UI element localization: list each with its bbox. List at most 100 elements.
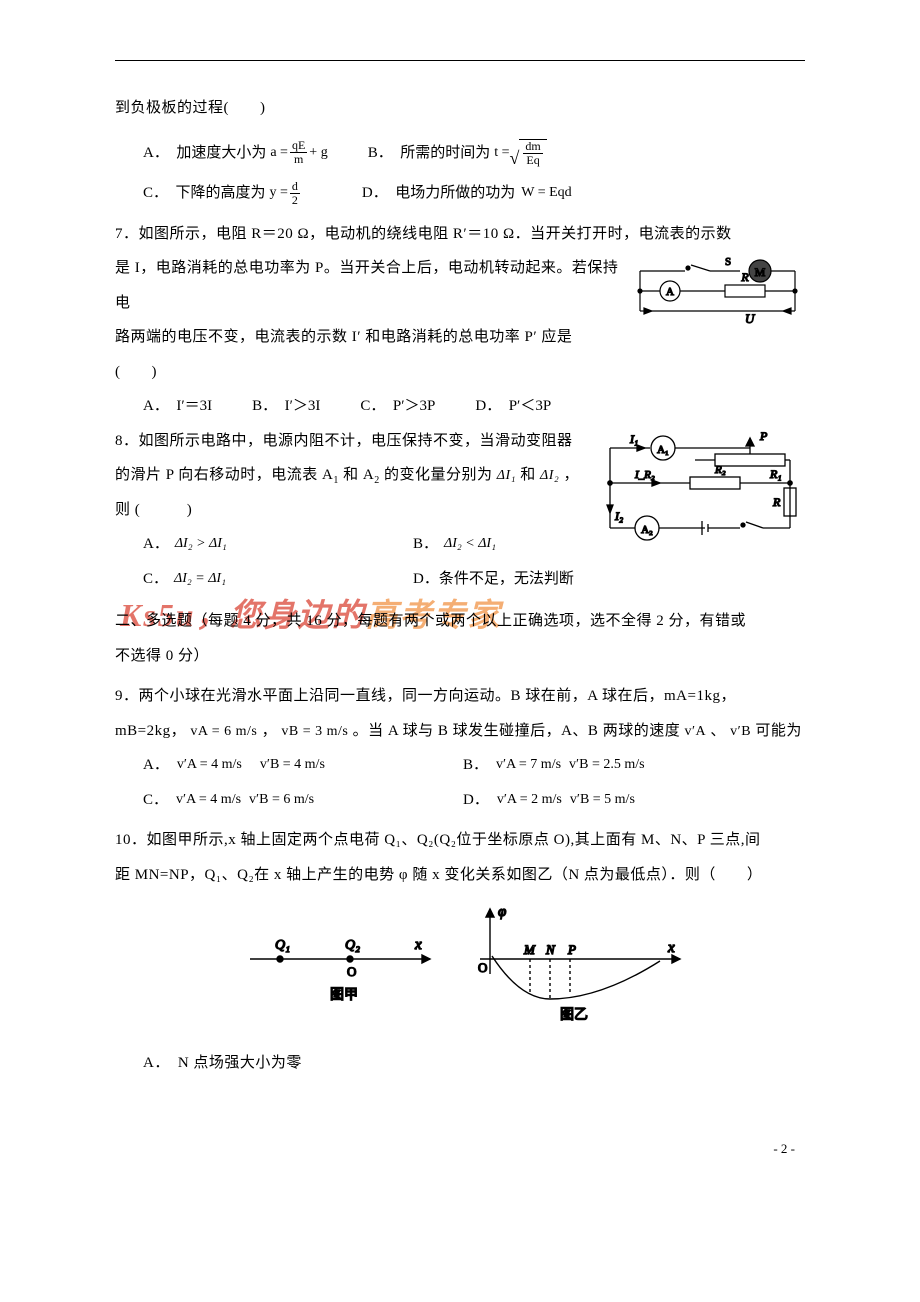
- voltage-label: U: [745, 311, 756, 326]
- o-label-1: O: [347, 964, 356, 979]
- q9-sep1: ，: [262, 723, 278, 739]
- section2-heading-2: 不选得 0 分）: [115, 639, 805, 674]
- q9-opt-d: D． v′A = 2 m/s v′B = 5 m/s: [463, 783, 635, 818]
- i2-label: I₂: [614, 509, 623, 523]
- q8-opt-a: A． ΔI₂ > ΔI₁: [143, 527, 373, 562]
- q1-label: Q₁: [275, 938, 290, 953]
- q6-stub: 到负极板的过程( ): [115, 91, 805, 126]
- q6-c-eq: y =: [270, 177, 288, 209]
- q9-opt-d-va: v′A = 2 m/s: [497, 784, 562, 816]
- sub-1: 1: [333, 475, 339, 486]
- q8-l2-c: 的变化量分别为: [384, 467, 493, 483]
- q8-options-row-1: A． ΔI₂ > ΔI₁ B． ΔI₂ < ΔI₁: [115, 527, 587, 562]
- frac-den: 2: [290, 194, 300, 207]
- q6-options-row-1: A． 加速度大小为 a = qE m + g B． 所需的时间为 t = √: [115, 136, 805, 171]
- x-label-1: x: [414, 937, 422, 953]
- q7-line-1: 7．如图所示，电阻 R＝20 Ω，电动机的绕线电阻 R′＝10 Ω．当开关打开时…: [115, 217, 805, 252]
- q7-opt-b: B． I′＞3I: [252, 389, 320, 424]
- ir2-label: I_R₂: [634, 469, 655, 481]
- q2-label: Q₂: [345, 938, 360, 953]
- motor-label: M: [755, 265, 766, 279]
- circuit-7-svg: M S A R: [630, 251, 805, 331]
- phi-label: φ: [498, 904, 506, 920]
- q6-opt-c-prefix: C． 下降的高度为: [143, 176, 266, 211]
- q6-opt-a: A． 加速度大小为 a = qE m + g: [143, 136, 328, 171]
- q9-opt-a: A． v′A = 4 m/s v′B = 4 m/s: [143, 748, 423, 783]
- i1-label: I₁: [629, 432, 638, 446]
- q8-l2-e: ，: [564, 467, 580, 483]
- q6-opt-d-formula: W = Eqd: [521, 177, 571, 209]
- content: 到负极板的过程( ) A． 加速度大小为 a = qE m + g B． 所需的…: [115, 91, 805, 1081]
- q9-opt-a-label: A．: [143, 748, 169, 783]
- q7-options: A． I′＝3I B． I′＞3I C． P′＞3P D． P′＜3P: [115, 389, 805, 424]
- q7-opt-a: A． I′＝3I: [143, 389, 212, 424]
- q9-opt-c-label: C．: [143, 783, 168, 818]
- q9-vb-sym: v′B: [730, 716, 751, 748]
- q8-l2-a: 的滑片 P 向右移动时，电流表 A: [115, 467, 333, 483]
- r2-label: R₂: [714, 464, 726, 476]
- q9-opt-c-va: v′A = 4 m/s: [176, 784, 241, 816]
- q6-opt-c-formula: y = d 2: [270, 177, 302, 209]
- circuit-8-svg: A₁ P R₁ I₁ R₂ I_R₂: [595, 428, 805, 548]
- q9-opt-b-va: v′A = 7 m/s: [496, 749, 561, 781]
- q9-opt-b: B． v′A = 7 m/s v′B = 2.5 m/s: [463, 748, 645, 783]
- p-label-2: P: [567, 942, 576, 957]
- delta-i1: ΔI₁: [497, 460, 516, 492]
- q9-va0: vA = 6 m/s: [190, 716, 257, 748]
- a2-label: A₂: [641, 524, 653, 536]
- q6-opt-d-prefix: D． 电场力所做的功为: [362, 176, 515, 211]
- q8-opt-c: C． ΔI₂ = ΔI₁: [143, 562, 373, 597]
- q8-opt-c-rel: ΔI₂ = ΔI₁: [174, 563, 226, 595]
- q6-a-tail: + g: [309, 137, 327, 169]
- switch-label: S: [725, 256, 731, 268]
- sub-2: 2: [374, 475, 380, 486]
- q6-opt-b: B． 所需的时间为 t = √ dm Eq: [368, 136, 547, 171]
- section2-heading: 二、多选题（每题 4 分，共 16 分，每题有两个或两个以上正确选项，选不全得 …: [115, 604, 805, 639]
- q9-l2-c: 、: [710, 723, 726, 739]
- caption-1: 图甲: [330, 988, 358, 1003]
- q9-options-row-1: A． v′A = 4 m/s v′B = 4 m/s B． v′A = 7 m/…: [115, 748, 805, 783]
- q8-l2-d: 和: [520, 467, 536, 483]
- q8-opt-b-pre: B．: [413, 527, 438, 562]
- q10-line-1: 10．如图甲所示,x 轴上固定两个点电荷 Q₁、Q₂(Q₂位于坐标原点 O),其…: [115, 823, 805, 858]
- q8-opt-b-rel: ΔI₂ < ΔI₁: [444, 528, 496, 560]
- frac-num: qE: [290, 139, 307, 153]
- q8-opt-a-rel: ΔI₂ > ΔI₁: [175, 528, 227, 560]
- delta-i2: ΔI₂: [540, 460, 559, 492]
- q9-opt-c: C． v′A = 4 m/s v′B = 6 m/s: [143, 783, 423, 818]
- frac-num: dm: [523, 140, 542, 154]
- resistor-label: R: [740, 270, 749, 284]
- q9-line-1: 9．两个小球在光滑水平面上沿同一直线，同一方向运动。B 球在前，A 球在后，mA…: [115, 679, 805, 714]
- q10-svg: Q₁ Q₂ O x 图甲 φ O x M: [230, 904, 690, 1034]
- q9-opt-a-va: v′A = 4 m/s: [177, 749, 242, 781]
- frac-num: d: [290, 180, 300, 194]
- q8-options-row-2: C． ΔI₂ = ΔI₁ D．条件不足，无法判断: [115, 562, 805, 597]
- q6-opt-b-formula: t = √ dm Eq: [494, 137, 547, 169]
- q8-opt-b: B． ΔI₂ < ΔI₁: [413, 527, 496, 562]
- ammeter-label: A: [666, 286, 674, 298]
- q8-opt-a-pre: A．: [143, 527, 169, 562]
- q6-opt-b-prefix: B． 所需的时间为: [368, 136, 491, 171]
- fraction-icon: qE m: [290, 139, 307, 166]
- q6-opt-a-prefix: A． 加速度大小为: [143, 136, 266, 171]
- q9-l2-d: 可能为: [755, 723, 802, 739]
- q8-diagram: A₁ P R₁ I₁ R₂ I_R₂: [595, 428, 805, 548]
- radical-icon: √: [510, 149, 520, 167]
- r1-label: R₁: [769, 467, 782, 481]
- r-label: R: [772, 495, 781, 509]
- q6-b-eq: t =: [494, 137, 509, 169]
- m-label: M: [523, 942, 536, 957]
- q9-opt-a-vb: v′B = 4 m/s: [260, 749, 325, 781]
- q6-opt-d: D． 电场力所做的功为 W = Eqd: [362, 176, 572, 211]
- fraction-icon: d 2: [290, 180, 300, 207]
- q9-options-row-2: C． v′A = 4 m/s v′B = 6 m/s D． v′A = 2 m/…: [115, 783, 805, 818]
- x-label-2: x: [667, 940, 675, 956]
- frac-den: m: [292, 153, 305, 166]
- o-label-2: O: [478, 960, 487, 975]
- q7-opt-c: C． P′＞3P: [360, 389, 435, 424]
- q7-diagram: M S A R: [630, 251, 805, 331]
- q10-line-2: 距 MN=NP，Q₁、Q₂在 x 轴上产生的电势 φ 随 x 变化关系如图乙（N…: [115, 858, 805, 893]
- caption-2: 图乙: [560, 1007, 588, 1023]
- q9-line-2: mB=2kg， vA = 6 m/s ， vB = 3 m/s 。当 A 球与 …: [115, 714, 805, 749]
- q6-options-row-2: C． 下降的高度为 y = d 2 D． 电场力所做的功为 W = Eqd: [115, 176, 805, 211]
